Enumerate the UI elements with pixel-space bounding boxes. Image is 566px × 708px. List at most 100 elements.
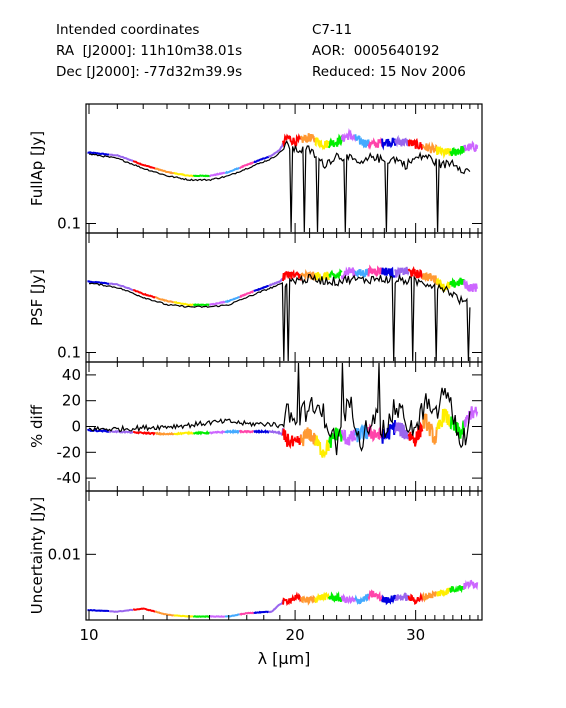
panel-0-order-23-line <box>449 145 465 157</box>
panel-0-order-24-line <box>463 140 479 152</box>
panel-1-order-2-line <box>132 289 156 299</box>
panel-0-order-17-line <box>367 136 384 151</box>
header-aor: AOR: 0005640192 <box>312 43 440 59</box>
panel-1-order-6-line <box>209 300 226 306</box>
panel-1-order-24-line <box>463 279 479 292</box>
panel-3-order-7-line <box>224 613 240 618</box>
header-ra: RA [J2000]: 11h10m38.01s <box>56 43 243 59</box>
panel-0-order-9-line <box>253 155 270 164</box>
x-axis-label: λ [μm] <box>258 649 311 668</box>
panel-1-order-16-line <box>354 268 370 279</box>
panel-2-order-10-line <box>268 428 284 436</box>
panel-2-order-24-line <box>463 406 479 428</box>
panel-1-order-18-line <box>381 266 397 280</box>
panel-3-order-20-line <box>407 592 424 605</box>
panel-1-order-3-line <box>155 296 175 304</box>
panel-0-order-14-line <box>327 133 343 149</box>
panel-3-order-17-line <box>367 589 384 602</box>
panel-0-order-3-line <box>154 167 175 175</box>
panel-1-order-14-line <box>328 268 343 281</box>
panel-3-order-19-line <box>394 592 410 602</box>
panel-0-frame <box>85 103 483 234</box>
panel-2-order-7-line <box>224 428 241 435</box>
panel-2-ytick-label-1: -20 <box>57 443 82 461</box>
panel-3-order-9-line <box>253 610 269 615</box>
panel-3-order-18-line <box>381 594 397 606</box>
panel-2-order-13-line <box>314 435 330 459</box>
panel-0-ytick-label-0: 0.1 <box>57 215 81 233</box>
x-tick-label-2: 30 <box>406 626 425 644</box>
panel-2-order-3-line <box>154 431 175 436</box>
panel-2-order-21-line <box>422 413 438 445</box>
panel-1-order-9-line <box>253 285 269 292</box>
panel-1-ytick-label-0: 0.1 <box>57 344 81 362</box>
panel-3-order-13-line <box>314 591 330 604</box>
panel-2-order-5-line <box>193 430 210 436</box>
panel-3-order-6-line <box>209 615 226 618</box>
panel-2-order-12-line <box>300 427 317 447</box>
panel-3-order-15-line <box>340 593 357 605</box>
panel-3-order-23-line <box>449 585 465 594</box>
panel-3-order-3-line <box>154 610 174 617</box>
panel-0-order-11-line <box>282 133 302 149</box>
panel-1-order-15-line <box>340 266 357 280</box>
header-reduced-date: Reduced: 15 Nov 2006 <box>312 64 466 80</box>
panel-3-order-1-line <box>108 608 134 613</box>
panel-2-order-23-line <box>449 416 465 439</box>
panel-0-order-19-line <box>394 134 410 148</box>
panel-0-order-20-line <box>407 137 424 151</box>
panel-1-order-5-line <box>193 303 211 307</box>
panel-2-black-line <box>88 362 471 456</box>
panel-1-order-10-line <box>268 277 284 287</box>
panel-1-black-line <box>89 273 471 362</box>
panel-2-ytick-label-4: 40 <box>62 366 81 384</box>
panel-0-order-15-line <box>340 128 357 143</box>
panel-1-order-0-line <box>87 280 110 285</box>
panel-0-order-5-line <box>192 174 210 178</box>
panel-2-order-6-line <box>209 430 226 435</box>
panel-0-order-8-line <box>239 161 255 170</box>
panel-3-order-2-line <box>132 607 156 613</box>
panel-3-order-16-line <box>354 593 370 605</box>
panel-0-black-line <box>88 139 471 233</box>
panel-2-order-2-line <box>133 430 156 436</box>
panel-3-order-14-line <box>327 590 343 603</box>
panel-0-order-0-line <box>87 151 110 156</box>
x-tick-label-1: 20 <box>286 626 305 644</box>
panel-2-order-0-line <box>86 428 110 433</box>
panel-0-order-10-line <box>268 142 284 158</box>
panel-2-order-9-line <box>253 429 270 435</box>
panel-1-order-20-line <box>407 266 424 280</box>
panel-2-order-8-line <box>238 429 254 434</box>
panel-3-order-4-line <box>173 614 194 618</box>
panel-2-ytick-label-2: 0 <box>71 418 81 436</box>
panel-1-order-17-line <box>367 264 384 278</box>
panel-1-order-1-line <box>108 282 134 292</box>
panel-0-order-18-line <box>381 137 397 151</box>
panel-2-order-22-line <box>435 408 452 431</box>
panel-2-order-19-line <box>394 421 410 440</box>
panel-3-order-0-line <box>87 608 110 613</box>
panel-2-order-11-line <box>282 428 302 450</box>
panel-0-order-6-line <box>209 171 226 178</box>
panel-0-ylabel: FullAp [Jy] <box>28 131 46 206</box>
panel-2-order-20-line <box>407 421 424 447</box>
panel-1-order-8-line <box>239 290 254 299</box>
panel-3-order-22-line <box>436 586 452 598</box>
panel-0-order-22-line <box>435 145 452 160</box>
panel-3-order-8-line <box>239 611 255 616</box>
header-target-label: Intended coordinates <box>56 22 200 38</box>
panel-3-order-12-line <box>300 594 316 606</box>
panel-0-order-7-line <box>224 166 241 174</box>
header-dec: Dec [J2000]: -77d32m39.9s <box>56 64 243 80</box>
panel-2-ylabel: % diff <box>28 404 46 448</box>
panel-0-order-21-line <box>421 141 438 154</box>
panel-3-frame <box>85 490 483 621</box>
panel-1-order-21-line <box>421 272 438 286</box>
panel-3-order-5-line <box>192 615 210 618</box>
panel-3-order-10-line <box>268 599 284 614</box>
panel-2-order-15-line <box>340 429 357 446</box>
panel-2-ytick-label-3: 20 <box>62 392 81 410</box>
panel-2-ytick-label-0: -40 <box>57 469 82 487</box>
